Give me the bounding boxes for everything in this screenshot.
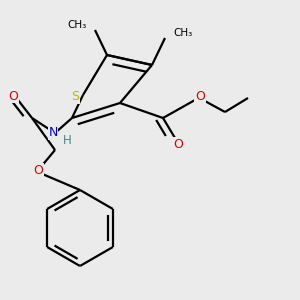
Text: O: O <box>195 91 205 103</box>
Text: O: O <box>33 164 43 176</box>
Text: CH₃: CH₃ <box>68 20 87 30</box>
Text: O: O <box>8 89 18 103</box>
Text: H: H <box>63 134 71 148</box>
Text: N: N <box>48 127 58 140</box>
Text: CH₃: CH₃ <box>173 28 192 38</box>
Text: O: O <box>173 137 183 151</box>
Text: S: S <box>71 91 79 103</box>
